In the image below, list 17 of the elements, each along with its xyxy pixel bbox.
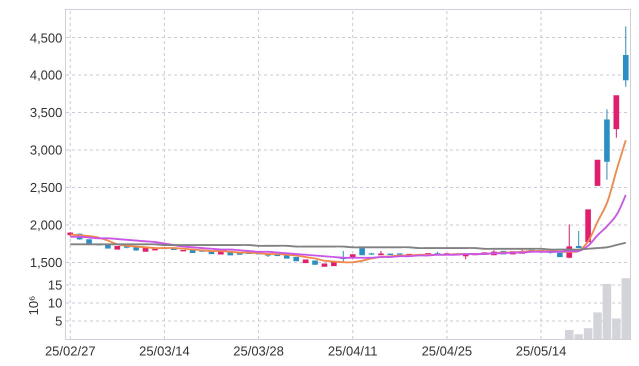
y-tick-label: 5 — [55, 314, 62, 329]
y-tick-label: 1,500 — [30, 254, 62, 270]
y-tick-label: 4,000 — [30, 68, 62, 83]
y-axis-title: 10⁶ — [26, 296, 41, 316]
y-tick-label: 15 — [48, 278, 62, 293]
x-tick-label: 25/03/28 — [233, 344, 284, 359]
y-tick-label: 10 — [48, 296, 62, 311]
x-tick-label: 25/05/14 — [516, 344, 566, 359]
y-tick-label: 4,500 — [30, 30, 62, 46]
y-tick-label: 3,000 — [30, 142, 62, 158]
y-tick-label: 3,500 — [30, 105, 62, 120]
y-tick-label: 2,500 — [30, 180, 62, 195]
x-tick-label: 25/02/27 — [44, 344, 96, 359]
x-tick-label: 25/04/25 — [422, 344, 472, 359]
y-tick-label: 2,000 — [30, 217, 62, 232]
x-tick-label: 25/04/11 — [328, 344, 378, 359]
x-tick-label: 25/03/14 — [139, 344, 190, 359]
